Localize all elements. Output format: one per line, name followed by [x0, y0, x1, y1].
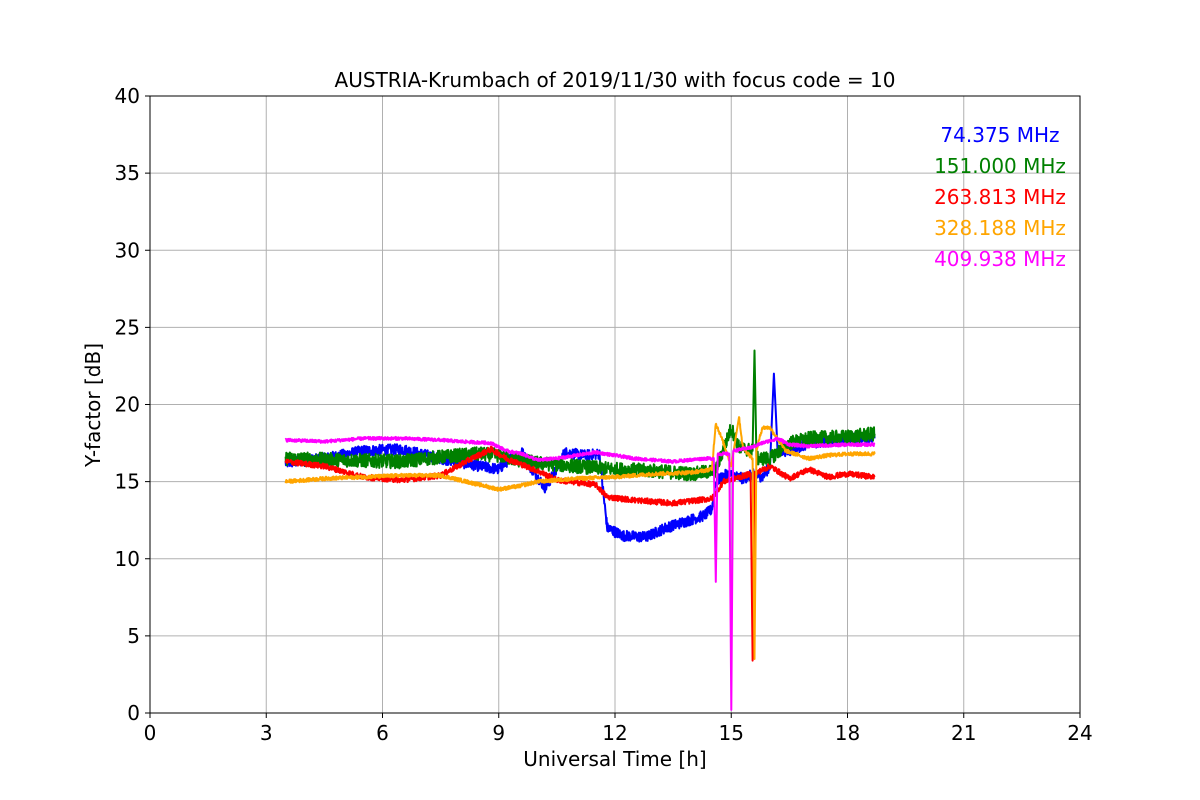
y-tick-label: 5 — [127, 624, 140, 648]
chart-title: AUSTRIA-Krumbach of 2019/11/30 with focu… — [335, 68, 896, 92]
y-axis-title: Y-factor [dB] — [81, 343, 105, 468]
x-axis-title: Universal Time [h] — [523, 747, 706, 771]
x-tick-label: 6 — [376, 721, 389, 745]
series-line-3 — [284, 445, 876, 662]
series-line-2 — [284, 349, 876, 482]
series-line-5 — [284, 435, 876, 711]
legend-entry: 151.000 MHz — [934, 154, 1066, 178]
y-tick-label: 0 — [127, 701, 140, 725]
y-tick-label: 10 — [115, 547, 140, 571]
series-layer — [284, 349, 876, 711]
y-tick-label: 40 — [115, 84, 140, 108]
x-tick-label: 18 — [835, 721, 860, 745]
legend-entry: 263.813 MHz — [934, 185, 1066, 209]
legend-entry: 328.188 MHz — [934, 216, 1066, 240]
x-tick-label: 0 — [144, 721, 157, 745]
tick-layer: 0 3 6 9 12 15 18 21 24 0 5 10 15 20 25 30 35 40 — [115, 84, 1093, 745]
y-tick-label: 15 — [115, 470, 140, 494]
x-tick-label: 3 — [260, 721, 273, 745]
x-tick-label: 21 — [951, 721, 976, 745]
legend-entry: 74.375 MHz — [940, 123, 1059, 147]
y-tick-label: 20 — [115, 393, 140, 417]
x-tick-label: 15 — [719, 721, 744, 745]
legend: 74.375 MHz 151.000 MHz 263.813 MHz 328.188 … — [934, 123, 1066, 271]
y-tick-label: 30 — [115, 238, 140, 262]
x-tick-label: 24 — [1067, 721, 1092, 745]
x-tick-label: 12 — [602, 721, 627, 745]
legend-entry: 409.938 MHz — [934, 247, 1066, 271]
y-tick-label: 35 — [115, 161, 140, 185]
x-tick-label: 9 — [492, 721, 505, 745]
y-tick-label: 25 — [115, 315, 140, 339]
